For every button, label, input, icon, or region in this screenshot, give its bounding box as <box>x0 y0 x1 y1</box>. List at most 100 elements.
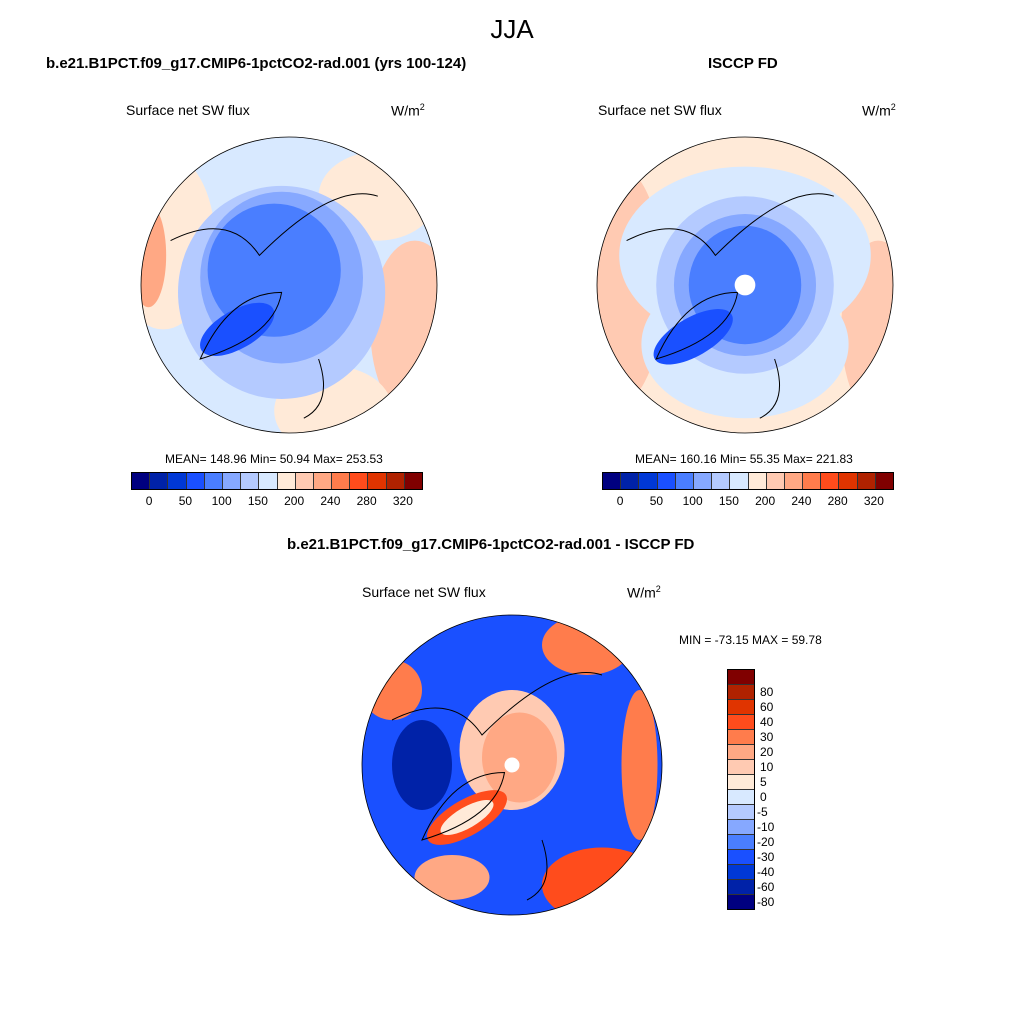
colorbar-box <box>332 473 351 489</box>
colorbar-tick-label: 40 <box>760 715 774 729</box>
greenland-coastline <box>199 291 283 360</box>
contour-region <box>392 720 452 810</box>
colorbar-tick-label: 50 <box>649 494 664 508</box>
colorbar-box <box>748 473 767 489</box>
colorbar-tick-label: 0 <box>616 494 624 508</box>
panel2-map <box>596 136 894 434</box>
panel2-stats: MEAN= 160.16 Min= 55.35 Max= 221.83 <box>635 452 853 466</box>
contour-region <box>542 615 632 675</box>
colorbar-box <box>728 745 754 760</box>
contour-region <box>621 690 658 840</box>
map-boundary <box>596 136 894 434</box>
panel2-units: W/m2 <box>862 102 896 119</box>
colorbar-box <box>150 473 169 489</box>
colorbar-box <box>295 473 314 489</box>
colorbar-tick-label: -5 <box>757 805 768 819</box>
colorbar-box <box>277 473 296 489</box>
colorbar-tick-label: 320 <box>863 494 884 508</box>
panel3-units: W/m2 <box>627 584 661 601</box>
colorbar-box <box>259 473 278 489</box>
colorbar-tick-label: 280 <box>827 494 848 508</box>
panel2-colorbar <box>602 472 894 490</box>
colorbar-box <box>728 760 754 775</box>
panel3-variable: Surface net SW flux <box>362 584 486 600</box>
colorbar-box <box>728 805 754 820</box>
contour-region <box>414 855 490 900</box>
colorbar-tick-label: 280 <box>356 494 377 508</box>
contour-region <box>141 203 167 308</box>
colorbar-box <box>728 850 754 865</box>
colorbar-box <box>350 473 369 489</box>
panel1-stats: MEAN= 148.96 Min= 50.94 Max= 253.53 <box>165 452 383 466</box>
colorbar-tick-label: 5 <box>760 775 767 789</box>
map-boundary <box>361 614 663 916</box>
panel3-stats: MIN = -73.15 MAX = 59.78 <box>679 633 822 647</box>
contour-region <box>482 712 557 803</box>
colorbar-tick-label: 30 <box>760 730 774 744</box>
panel1-title: b.e21.B1PCT.f09_g17.CMIP6-1pctCO2-rad.00… <box>46 55 467 72</box>
colorbar-box <box>784 473 804 489</box>
colorbar-box <box>712 473 731 489</box>
colorbar-box <box>132 473 151 489</box>
colorbar-tick-label: 240 <box>320 494 341 508</box>
colorbar-box <box>728 670 754 685</box>
colorbar-box <box>728 685 754 700</box>
colorbar-tick-label: 200 <box>755 494 776 508</box>
panel1-map <box>140 136 438 434</box>
greenland-coastline <box>421 771 506 841</box>
colorbar-box <box>313 473 333 489</box>
colorbar-box <box>728 730 754 745</box>
colorbar-tick-label: 320 <box>392 494 413 508</box>
colorbar-box <box>728 880 754 895</box>
colorbar-tick-label: -20 <box>757 835 775 849</box>
colorbar-tick-label: 0 <box>145 494 153 508</box>
colorbar-box <box>803 473 822 489</box>
colorbar-tick-label: 0 <box>760 790 767 804</box>
colorbar-tick-label: 20 <box>760 745 774 759</box>
colorbar-box <box>675 473 694 489</box>
coastline <box>170 193 378 419</box>
colorbar-box <box>168 473 187 489</box>
colorbar-tick-label: 10 <box>760 760 774 774</box>
colorbar-box <box>728 865 754 880</box>
colorbar-box <box>404 473 422 489</box>
colorbar-box <box>241 473 260 489</box>
contour-region <box>200 302 275 356</box>
colorbar-tick-label: 50 <box>178 494 193 508</box>
panel1-variable: Surface net SW flux <box>126 102 250 118</box>
colorbar-box <box>728 775 754 790</box>
colorbar-box <box>728 895 754 909</box>
panel2-variable: Surface net SW flux <box>598 102 722 118</box>
colorbar-tick-label: -10 <box>757 820 775 834</box>
colorbar-box <box>857 473 876 489</box>
coastline <box>391 672 603 901</box>
colorbar-box <box>657 473 676 489</box>
colorbar-tick-label: 80 <box>760 685 774 699</box>
colorbar-box <box>693 473 713 489</box>
diff-colorbar <box>727 669 755 910</box>
colorbar-box <box>839 473 858 489</box>
colorbar-box <box>368 473 387 489</box>
colorbar-tick-label: 100 <box>682 494 703 508</box>
colorbar-box <box>728 790 754 805</box>
colorbar-tick-label: 240 <box>791 494 812 508</box>
field <box>141 137 437 433</box>
colorbar-box <box>728 715 754 730</box>
panel3-map <box>361 614 663 916</box>
panel3-title: b.e21.B1PCT.f09_g17.CMIP6-1pctCO2-rad.00… <box>287 536 695 553</box>
figure-title: JJA <box>490 14 534 44</box>
colorbar-box <box>821 473 840 489</box>
contour-region <box>653 309 733 365</box>
colorbar-tick-label: 150 <box>247 494 268 508</box>
colorbar-box <box>222 473 242 489</box>
colorbar-box <box>186 473 205 489</box>
contour-region <box>440 799 494 836</box>
colorbar-tick-label: -60 <box>757 880 775 894</box>
colorbar-tick-label: 200 <box>284 494 305 508</box>
colorbar-tick-label: 100 <box>211 494 232 508</box>
colorbar-box <box>204 473 223 489</box>
field <box>597 137 893 433</box>
colorbar-box <box>730 473 749 489</box>
colorbar-box <box>728 835 754 850</box>
